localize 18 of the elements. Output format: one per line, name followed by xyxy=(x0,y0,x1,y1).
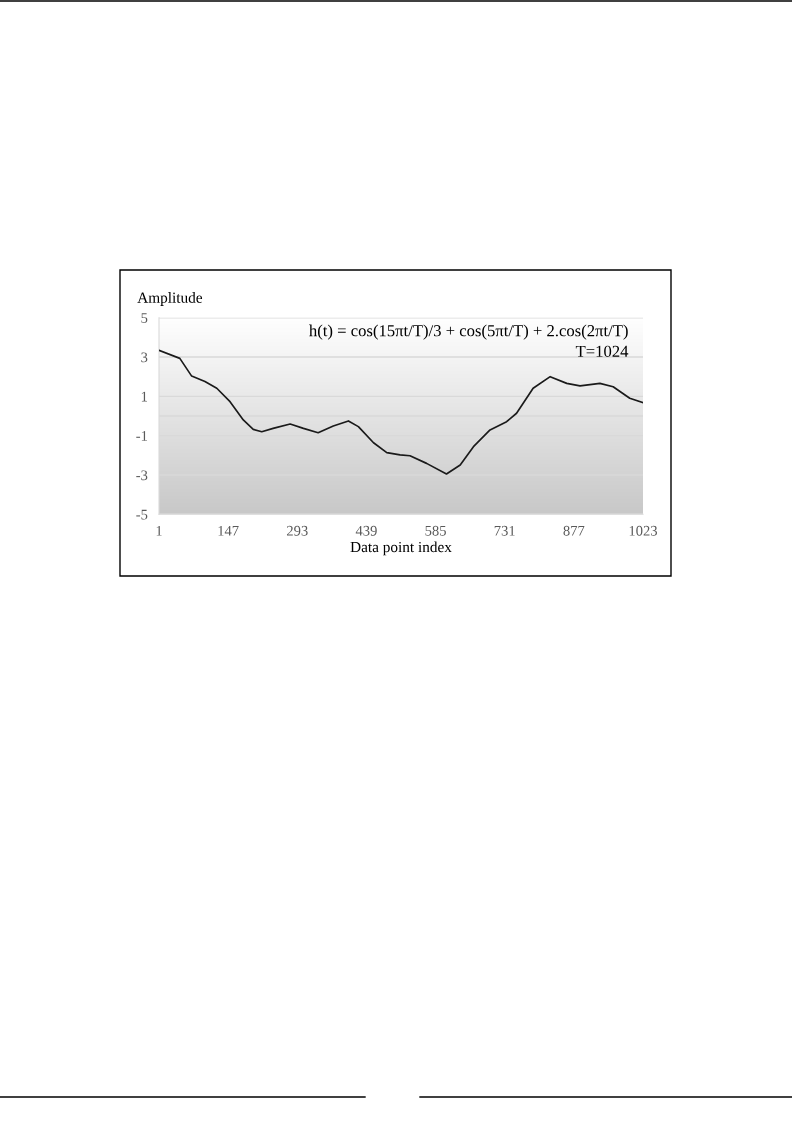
x-tick-label: 293 xyxy=(286,525,308,536)
x-tick-label: 1023 xyxy=(629,525,658,536)
y-tick-label: -1 xyxy=(136,431,148,441)
y-tick-label: 3 xyxy=(141,352,148,363)
x-tick-label: 585 xyxy=(425,525,446,536)
x-tick-label: 877 xyxy=(563,525,585,536)
y-tick-label: 1 xyxy=(141,391,148,402)
x-axis-title: Data point index xyxy=(350,541,452,556)
x-tick-label: 439 xyxy=(355,525,377,536)
y-tick-label: -5 xyxy=(136,509,148,520)
x-tick-label: 147 xyxy=(218,525,239,536)
annotation: h(t) = cos(15πt/T)/3 + cos(5πt/T) + 2.cos(2πt/T) xyxy=(309,324,628,340)
annotation: T=1024 xyxy=(575,345,629,357)
y-tick-label: 5 xyxy=(141,313,148,323)
y-tick-label: -3 xyxy=(136,470,148,481)
x-tick-label: 731 xyxy=(494,525,515,536)
y-axis-title: Amplitude xyxy=(137,292,203,306)
x-tick-label: 1 xyxy=(156,525,162,536)
